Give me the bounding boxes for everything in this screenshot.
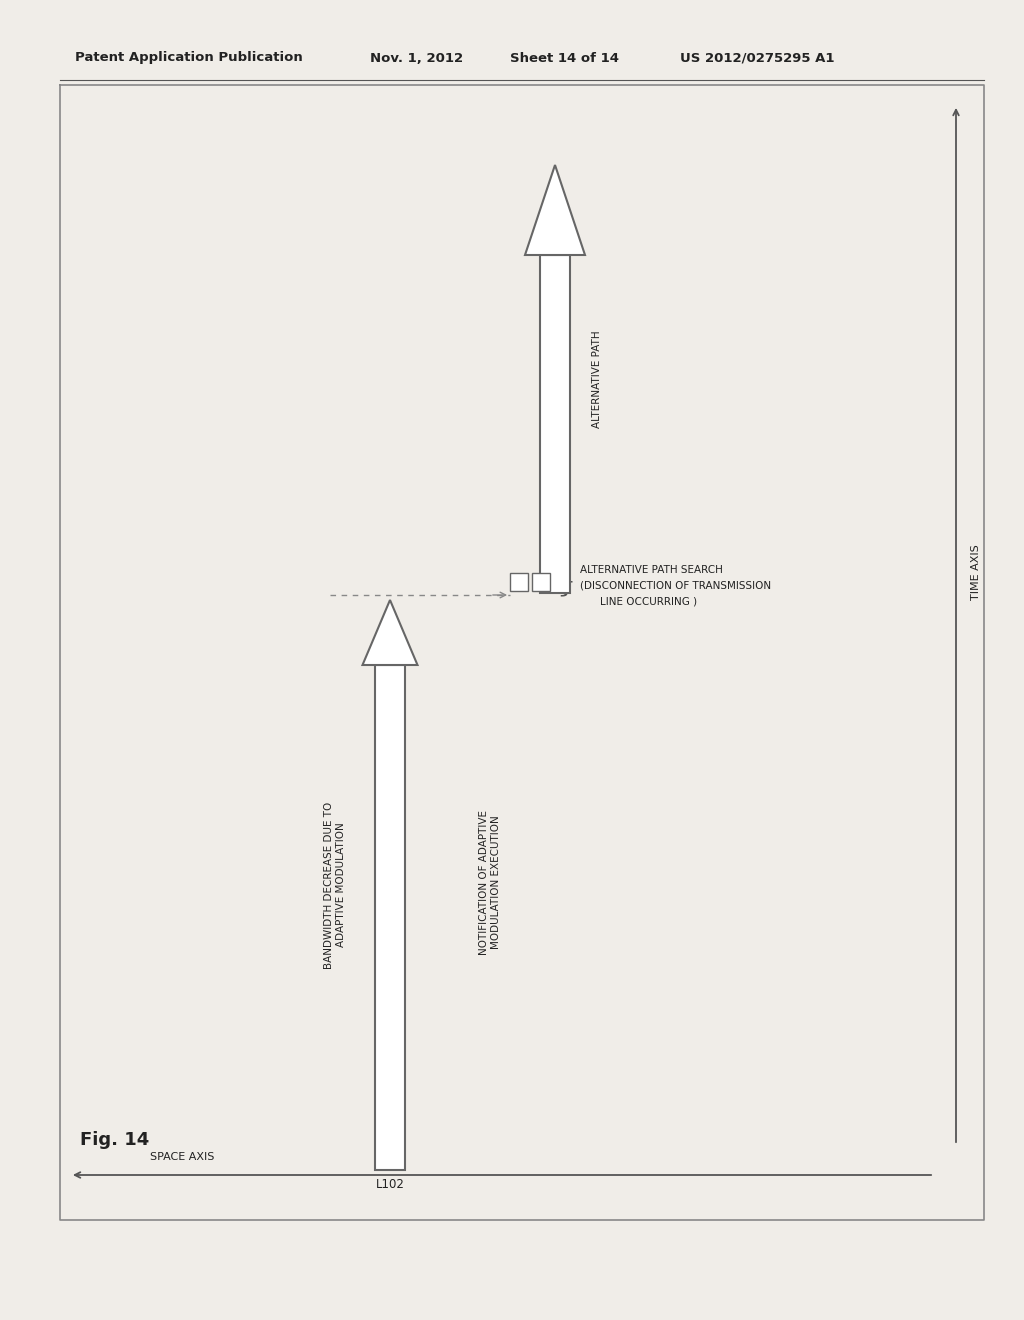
Text: Nov. 1, 2012: Nov. 1, 2012 <box>370 51 463 65</box>
Polygon shape <box>525 165 585 255</box>
Bar <box>375 665 406 1170</box>
Text: Patent Application Publication: Patent Application Publication <box>75 51 303 65</box>
Text: Fig. 14: Fig. 14 <box>80 1131 150 1148</box>
Text: NOTIFICATION OF ADAPTIVE
MODULATION EXECUTION: NOTIFICATION OF ADAPTIVE MODULATION EXEC… <box>479 810 501 954</box>
Text: BANDWIDTH DECREASE DUE TO
ADAPTIVE MODULATION: BANDWIDTH DECREASE DUE TO ADAPTIVE MODUL… <box>325 801 346 969</box>
Text: TIME AXIS: TIME AXIS <box>971 545 981 601</box>
Text: SPACE AXIS: SPACE AXIS <box>150 1152 214 1162</box>
Text: US 2012/0275295 A1: US 2012/0275295 A1 <box>680 51 835 65</box>
Text: ALTERNATIVE PATH SEARCH: ALTERNATIVE PATH SEARCH <box>580 565 723 576</box>
Text: ALTERNATIVE PATH: ALTERNATIVE PATH <box>592 330 602 428</box>
Bar <box>510 573 528 591</box>
Polygon shape <box>362 601 418 665</box>
Text: (DISCONNECTION OF TRANSMISSION: (DISCONNECTION OF TRANSMISSION <box>580 581 771 591</box>
Text: LINE OCCURRING ): LINE OCCURRING ) <box>600 597 697 607</box>
Bar <box>540 255 570 593</box>
Bar <box>532 573 550 591</box>
Text: }: } <box>556 566 575 598</box>
Text: Sheet 14 of 14: Sheet 14 of 14 <box>510 51 618 65</box>
Text: L102: L102 <box>376 1177 404 1191</box>
